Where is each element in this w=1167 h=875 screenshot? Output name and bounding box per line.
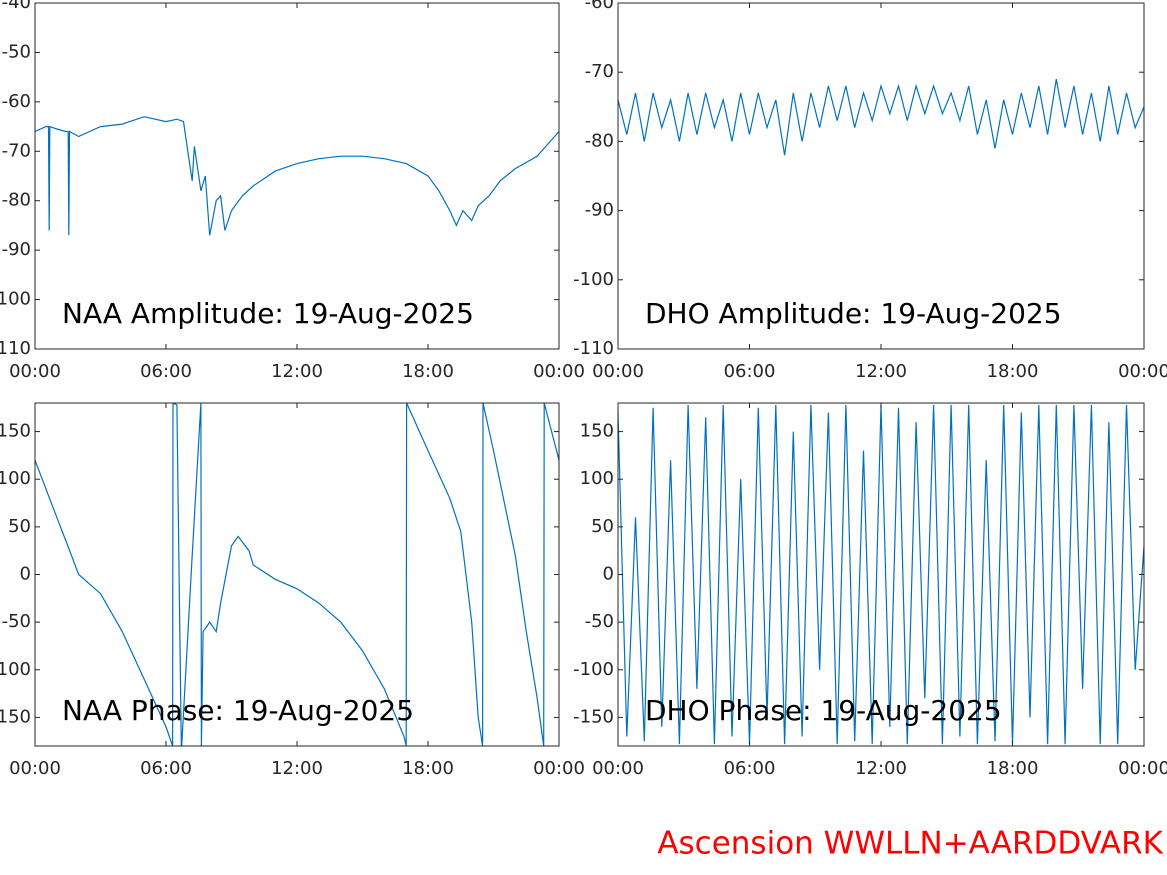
x-tick-label: 00:00 xyxy=(592,758,644,779)
y-tick-label: -60 xyxy=(585,0,614,13)
y-tick-label: -50 xyxy=(585,611,614,632)
plot-area xyxy=(618,3,1144,349)
plot-area xyxy=(35,403,559,746)
x-tick-label: 00:00 xyxy=(1118,361,1167,382)
x-tick-label: 18:00 xyxy=(987,361,1039,382)
data-line xyxy=(35,403,559,746)
y-tick-label: 50 xyxy=(591,516,614,537)
footer: Ascension WWLLN+AARDDVARK xyxy=(657,826,1163,862)
x-tick-label: 18:00 xyxy=(402,361,454,382)
y-tick-label: -100 xyxy=(573,269,614,290)
x-tick-label: 06:00 xyxy=(140,361,192,382)
y-tick-label: -40 xyxy=(2,0,31,13)
panel-title: NAA Phase: 19-Aug-2025 xyxy=(62,694,414,727)
plot-content xyxy=(35,403,559,746)
y-tick-label: -80 xyxy=(2,190,31,211)
panel-title: DHO Phase: 19-Aug-2025 xyxy=(645,694,1002,727)
y-tick-label: -50 xyxy=(2,611,31,632)
y-tick-label: -110 xyxy=(0,338,31,359)
plot-area xyxy=(35,3,559,349)
y-tick-label: 50 xyxy=(8,516,31,537)
x-tick-label: 00:00 xyxy=(9,758,61,779)
y-tick-label: -110 xyxy=(573,338,614,359)
panel-title: NAA Amplitude: 19-Aug-2025 xyxy=(62,297,474,330)
plot-content xyxy=(618,78,1144,156)
plot-area xyxy=(618,403,1144,746)
x-tick-label: 00:00 xyxy=(592,361,644,382)
y-tick-label: -70 xyxy=(2,140,31,161)
x-tick-label: 00:00 xyxy=(9,361,61,382)
y-tick-label: -90 xyxy=(585,200,614,221)
y-tick-label: 100 xyxy=(0,468,31,489)
data-line xyxy=(618,78,1144,156)
y-tick-label: -150 xyxy=(573,706,614,727)
x-tick-label: 06:00 xyxy=(140,758,192,779)
y-tick-label: -50 xyxy=(2,41,31,62)
x-tick-label: 12:00 xyxy=(271,361,323,382)
y-tick-label: -100 xyxy=(0,659,31,680)
x-tick-label: 12:00 xyxy=(271,758,323,779)
x-tick-label: 12:00 xyxy=(855,758,907,779)
y-tick-label: -60 xyxy=(2,91,31,112)
y-tick-label: -90 xyxy=(2,239,31,260)
y-tick-label: -80 xyxy=(585,130,614,151)
x-tick-label: 18:00 xyxy=(987,758,1039,779)
y-tick-label: -70 xyxy=(585,61,614,82)
x-tick-label: 00:00 xyxy=(1118,758,1167,779)
y-tick-label: -100 xyxy=(0,289,31,310)
x-tick-label: 18:00 xyxy=(402,758,454,779)
plot-content xyxy=(35,116,559,236)
y-tick-label: -150 xyxy=(0,706,31,727)
y-tick-label: -100 xyxy=(573,659,614,680)
y-tick-label: 0 xyxy=(20,564,31,585)
x-tick-label: 06:00 xyxy=(724,361,776,382)
y-tick-label: 0 xyxy=(603,564,614,585)
y-tick-label: 150 xyxy=(580,421,614,442)
x-tick-label: 06:00 xyxy=(724,758,776,779)
y-tick-label: 100 xyxy=(580,468,614,489)
data-line xyxy=(35,116,559,236)
x-tick-label: 00:00 xyxy=(533,361,585,382)
panel-title: DHO Amplitude: 19-Aug-2025 xyxy=(645,297,1062,330)
y-tick-label: 150 xyxy=(0,421,31,442)
x-tick-label: 12:00 xyxy=(855,361,907,382)
x-tick-label: 00:00 xyxy=(533,758,585,779)
